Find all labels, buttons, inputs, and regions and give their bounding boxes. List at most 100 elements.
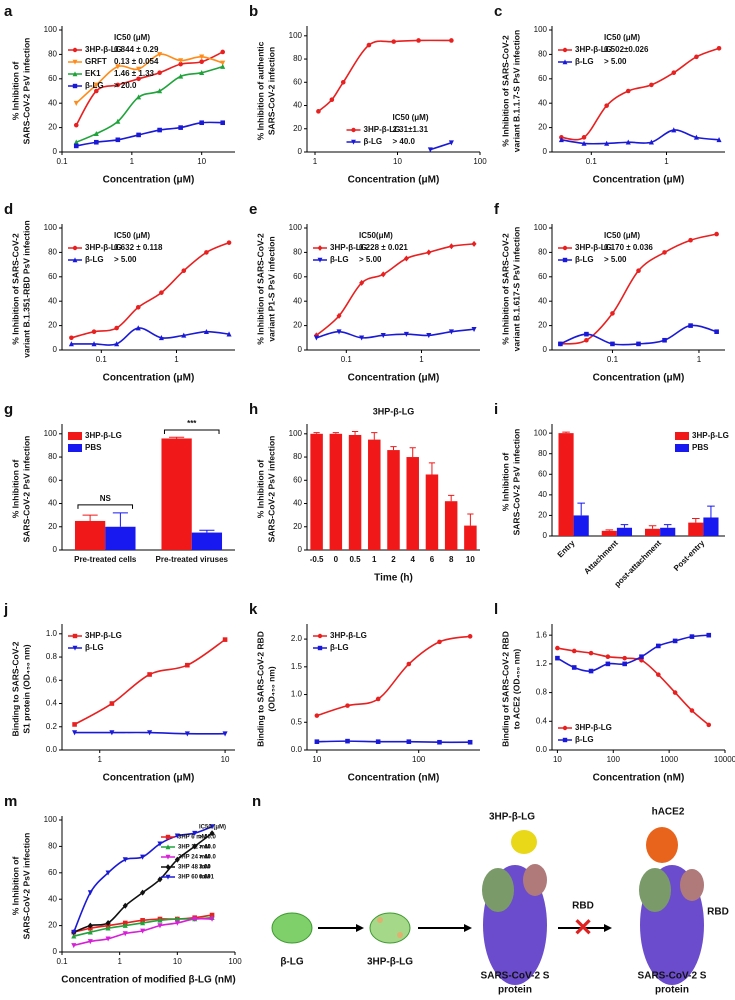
fit-line (316, 740, 471, 744)
legend-ic50: > 40.0 (199, 845, 217, 851)
error-bar (648, 525, 657, 529)
y-tick-label: 0 (53, 947, 58, 956)
marker (192, 830, 198, 836)
bar (191, 532, 223, 550)
marker (359, 335, 365, 341)
x-tick-label: 0.1 (56, 957, 68, 966)
legend-ic50: > 5.00 (604, 57, 627, 66)
x-tick-label: 10 (221, 755, 230, 764)
y-tick-label: 100 (534, 223, 548, 232)
y-axis-label: % Inhibition of (500, 453, 510, 512)
marker (671, 127, 677, 133)
legend-label: 3HP 6 mM (178, 835, 207, 841)
marker (610, 311, 615, 316)
marker (588, 668, 594, 674)
legend-ic50: > 20.0 (114, 81, 137, 90)
x-tick-label: 1 (117, 957, 122, 966)
x-tick-label: 1 (664, 157, 669, 166)
y-tick-label: 0 (298, 345, 303, 354)
marker (604, 140, 610, 146)
x-axis-label: Concentration (μM) (103, 773, 195, 784)
marker (115, 118, 121, 124)
bar (464, 525, 477, 550)
x-tick-label: 10 (466, 555, 475, 564)
marker (73, 100, 79, 106)
marker (706, 722, 712, 728)
y-tick-label: 100 (44, 429, 58, 438)
marker (209, 830, 215, 837)
marker (471, 240, 477, 247)
panel-letter: d (4, 201, 13, 218)
fit-line (75, 65, 223, 143)
x-tick-label: 100 (607, 755, 621, 764)
marker (181, 332, 187, 338)
marker (87, 939, 93, 945)
y-tick-label: 40 (538, 98, 547, 107)
marker (220, 49, 226, 55)
y-tick-label: 0.6 (46, 675, 58, 684)
marker (94, 88, 99, 94)
marker (165, 874, 171, 880)
error-bar (351, 430, 359, 435)
marker (87, 922, 93, 929)
marker (345, 703, 350, 708)
legend-label: 3HP 12 mM (178, 845, 210, 851)
marker (571, 648, 577, 654)
legend-label: β-LG (85, 81, 104, 90)
marker (115, 137, 121, 143)
x-axis-label: Concentration of modified β-LG (nM) (61, 975, 235, 986)
label: 3HP-β-LG (489, 812, 535, 823)
marker (625, 139, 631, 145)
y-axis-label: Binding to SARS-CoV-2 (10, 641, 20, 736)
marker (329, 97, 335, 103)
marker (114, 341, 120, 347)
annotation: *** (187, 419, 197, 428)
y-axis-label: to ACE2 (OD₄₅₀ nm) (511, 649, 521, 730)
y-tick-label: 100 (289, 31, 303, 40)
y-axis-label: % Inhibition of SARS-CoV-2 (255, 233, 265, 345)
y-tick-label: 20 (538, 511, 547, 520)
y-axis-label: variant P1-S PsV infection (266, 236, 276, 341)
bound-3hp-blg (511, 830, 537, 854)
marker (562, 725, 568, 731)
marker (140, 889, 146, 896)
marker (351, 139, 356, 145)
x-axis-label: Concentration (μM) (103, 373, 195, 384)
y-tick-label: 40 (293, 499, 302, 508)
bar (573, 515, 589, 536)
fit-line (74, 638, 226, 726)
marker (165, 854, 171, 860)
y-tick-label: 0 (53, 545, 58, 554)
y-axis-label: Binding to SARS-CoV-2 RBD (255, 631, 265, 747)
marker (178, 58, 184, 64)
marker (158, 335, 164, 341)
legend-ic50: 3.00 (199, 865, 211, 871)
marker (437, 639, 442, 645)
x-tick-label: 1 (313, 157, 318, 166)
marker (562, 47, 568, 53)
legend-label: 3HP-β-LG (85, 631, 122, 640)
marker (448, 140, 454, 146)
marker (174, 920, 180, 926)
marker (222, 637, 228, 642)
x-axis-label: Concentration (nM) (348, 773, 440, 784)
y-tick-label: 80 (293, 248, 302, 257)
x-tick-label: Post-entry (672, 538, 707, 573)
hace2 (646, 827, 678, 863)
marker (105, 919, 111, 926)
x-tick-label: 10 (553, 755, 562, 764)
marker (72, 59, 78, 65)
marker (426, 333, 432, 339)
marker (714, 231, 719, 237)
panel-letter: j (3, 601, 8, 618)
x-tick-label: 10 (197, 157, 206, 166)
marker (693, 134, 699, 140)
fit-line (71, 327, 230, 346)
y-axis-label: SARS-CoV-2 PsV infection (21, 38, 31, 145)
marker (622, 655, 627, 661)
marker (406, 661, 412, 667)
y-tick-label: 80 (48, 452, 57, 461)
x-tick-label: 0.1 (56, 157, 68, 166)
y-tick-label: 40 (48, 894, 57, 903)
y-tick-label: 80 (538, 449, 547, 458)
